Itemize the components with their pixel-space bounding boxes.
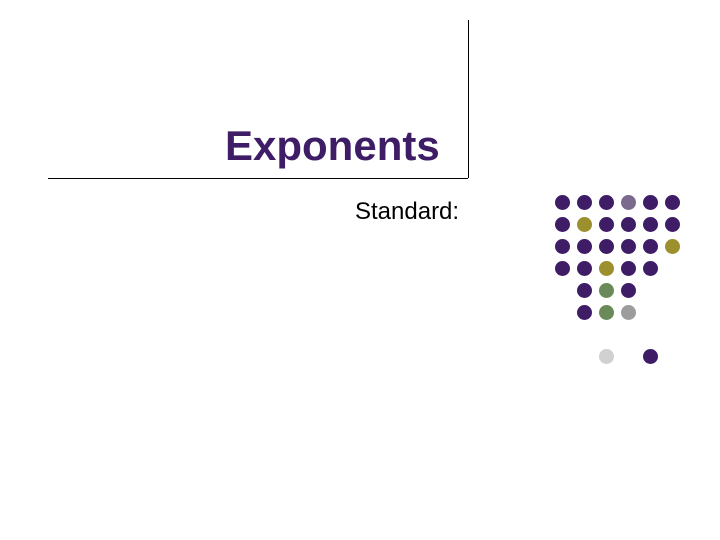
dot-icon: [665, 195, 680, 210]
dot-icon: [555, 217, 570, 232]
dot-icon: [643, 261, 658, 276]
horizontal-divider: [48, 178, 468, 179]
dot-icon: [621, 217, 636, 232]
dot-icon: [665, 239, 680, 254]
dot-icon: [643, 239, 658, 254]
dot-icon: [643, 195, 658, 210]
dot-icon: [599, 305, 614, 320]
dot-icon: [555, 239, 570, 254]
dot-icon: [599, 283, 614, 298]
dot-icon: [577, 239, 592, 254]
dot-icon: [577, 305, 592, 320]
dot-icon: [599, 261, 614, 276]
dot-icon: [621, 239, 636, 254]
dot-icon: [577, 261, 592, 276]
dot-icon: [555, 195, 570, 210]
dot-icon: [599, 217, 614, 232]
dot-icon: [621, 195, 636, 210]
dot-icon: [621, 283, 636, 298]
dot-icon: [577, 283, 592, 298]
dot-icon: [643, 349, 658, 364]
slide-title: Exponents: [225, 122, 440, 170]
vertical-divider: [468, 20, 469, 178]
dot-icon: [555, 261, 570, 276]
dot-icon: [577, 195, 592, 210]
dot-icon: [599, 239, 614, 254]
dot-icon: [665, 217, 680, 232]
dot-icon: [643, 217, 658, 232]
dot-icon: [621, 261, 636, 276]
dot-icon: [577, 217, 592, 232]
dot-icon: [621, 305, 636, 320]
slide-subtitle: Standard:: [355, 198, 459, 226]
dot-icon: [599, 195, 614, 210]
dot-icon: [599, 349, 614, 364]
